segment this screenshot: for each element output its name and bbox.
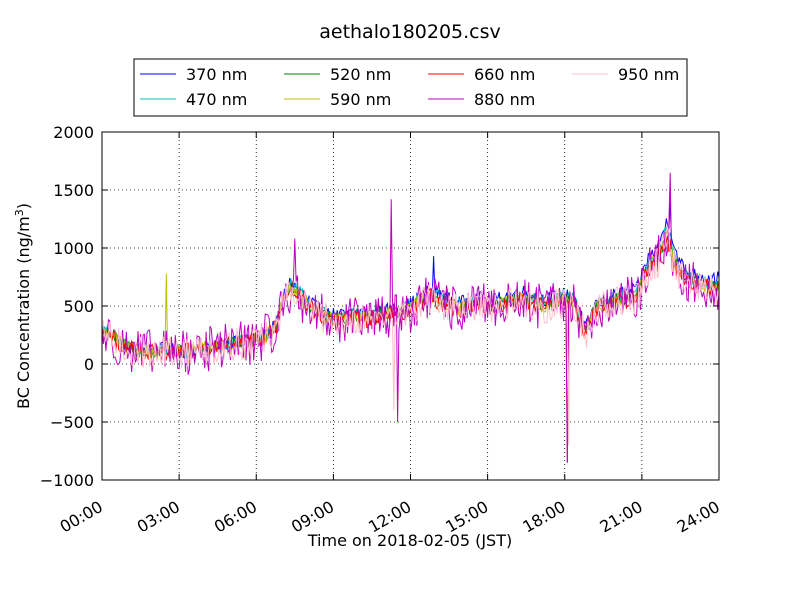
y-axis-label-sup: 3 bbox=[13, 209, 26, 216]
y-tick-label: 1500 bbox=[53, 181, 94, 200]
legend-label: 470 nm bbox=[186, 90, 247, 109]
y-tick-labels: −1000 −500 0 500 1000 1500 2000 bbox=[40, 123, 94, 490]
y-axis-label-text: BC Concentration (ng/m bbox=[14, 216, 33, 409]
legend-label: 590 nm bbox=[330, 90, 391, 109]
legend-label: 880 nm bbox=[474, 90, 535, 109]
series-line-950-nm bbox=[101, 225, 720, 446]
y-tick-label: −500 bbox=[50, 413, 94, 432]
legend: 370 nm 470 nm 520 nm 590 nm 660 nm 880 nm 950 … bbox=[133, 58, 688, 117]
x-tick-label: 24:00 bbox=[674, 497, 723, 537]
y-axis-label-close: ) bbox=[14, 203, 33, 209]
y-tick-label: 1000 bbox=[53, 239, 94, 258]
chart-title: aethalo180205.csv bbox=[319, 21, 501, 43]
x-tick-label: 21:00 bbox=[596, 497, 645, 537]
series-line-880-nm bbox=[101, 172, 720, 463]
legend-label: 370 nm bbox=[186, 65, 247, 84]
series-line-590-nm bbox=[101, 229, 720, 360]
series-line-370-nm bbox=[101, 201, 720, 360]
x-tick-label: 03:00 bbox=[134, 497, 183, 537]
legend-entries: 370 nm 470 nm 520 nm 590 nm 660 nm 880 nm 950 … bbox=[140, 65, 679, 109]
legend-label: 660 nm bbox=[474, 65, 535, 84]
x-tick-label: 06:00 bbox=[211, 497, 260, 537]
x-axis-label: Time on 2018-02-05 (JST) bbox=[307, 531, 512, 550]
y-tick-label: −1000 bbox=[40, 471, 94, 490]
y-axis-label: BC Concentration (ng/m3) bbox=[13, 203, 34, 409]
legend-label: 520 nm bbox=[330, 65, 391, 84]
y-tick-label: 500 bbox=[63, 297, 94, 316]
series-group bbox=[101, 172, 720, 463]
y-tick-label: 0 bbox=[84, 355, 94, 374]
legend-frame bbox=[133, 58, 688, 117]
x-tick-label: 00:00 bbox=[57, 497, 106, 537]
ticks bbox=[101, 131, 720, 481]
y-tick-label: 2000 bbox=[53, 123, 94, 142]
legend-label: 950 nm bbox=[618, 65, 679, 84]
x-tick-label: 18:00 bbox=[519, 497, 568, 537]
